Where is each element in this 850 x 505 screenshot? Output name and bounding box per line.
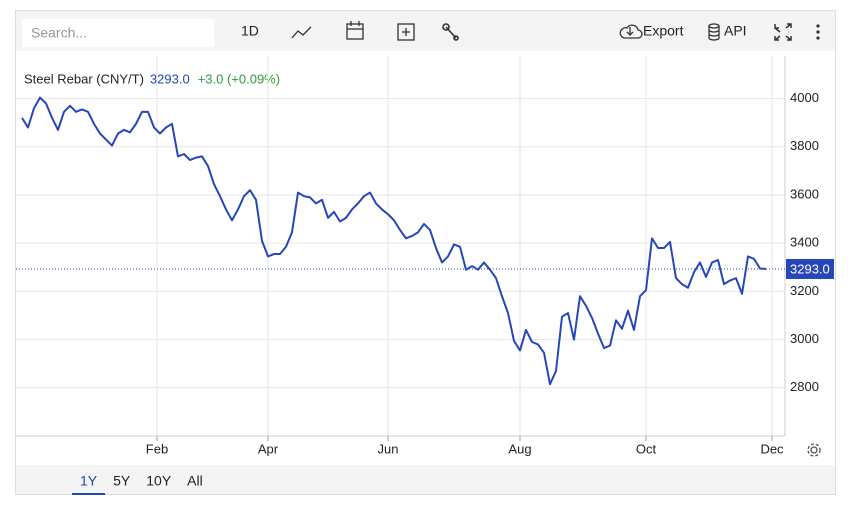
y-tick-label: 3200 <box>790 283 819 298</box>
price-line <box>21 96 767 386</box>
export-button[interactable]: Export <box>643 23 684 39</box>
range-buttons: 1Y 5Y 10Y All <box>72 473 203 495</box>
price-value: 3293.0 <box>150 71 190 86</box>
interval-button[interactable]: 1D <box>241 23 259 39</box>
last-price-tag <box>786 258 834 279</box>
y-tick-label: 3000 <box>790 331 819 346</box>
y-tick-label: 4000 <box>790 90 819 105</box>
range-button[interactable]: 1Y <box>80 473 98 489</box>
chart-title: Steel Rebar (CNY/T) <box>24 71 144 86</box>
plot: 2800 3000 3200 3400 3600 3800 4000 Feb Apr Jun Aug… <box>16 56 834 456</box>
x-tick-label: Oct <box>636 441 657 456</box>
x-tick-label: Dec <box>760 441 784 456</box>
menu-icon[interactable] <box>816 24 820 40</box>
fullscreen-icon[interactable] <box>774 23 792 41</box>
last-price-label: 3293.0 <box>790 261 830 276</box>
frame <box>15 10 836 495</box>
calendar-icon[interactable] <box>346 21 364 40</box>
price-change: +3.0 (+0.09%) <box>198 71 280 86</box>
y-tick-label: 3600 <box>790 186 819 201</box>
api-button[interactable]: API <box>724 23 747 39</box>
x-tick-label: Feb <box>146 441 168 456</box>
x-tick-label: Aug <box>508 441 531 456</box>
add-icon[interactable] <box>397 23 415 41</box>
export-icon[interactable] <box>619 24 643 39</box>
range-button[interactable]: 5Y <box>113 473 131 489</box>
settings-tool-icon[interactable] <box>442 23 459 41</box>
y-tick-label: 2800 <box>790 379 819 394</box>
search-placeholder[interactable]: Search... <box>31 25 87 41</box>
gear-icon[interactable] <box>807 443 821 457</box>
y-tick-label: 3400 <box>790 235 819 250</box>
api-icon[interactable] <box>708 23 720 41</box>
x-tick-label: Apr <box>258 441 279 456</box>
range-bar <box>16 465 835 494</box>
line-type-icon[interactable] <box>291 26 312 39</box>
range-button[interactable]: 10Y <box>146 473 172 489</box>
x-tick-label: Jun <box>378 441 399 456</box>
search-box[interactable] <box>22 19 214 47</box>
range-button[interactable]: All <box>187 473 203 489</box>
y-tick-label: 3800 <box>790 138 819 153</box>
